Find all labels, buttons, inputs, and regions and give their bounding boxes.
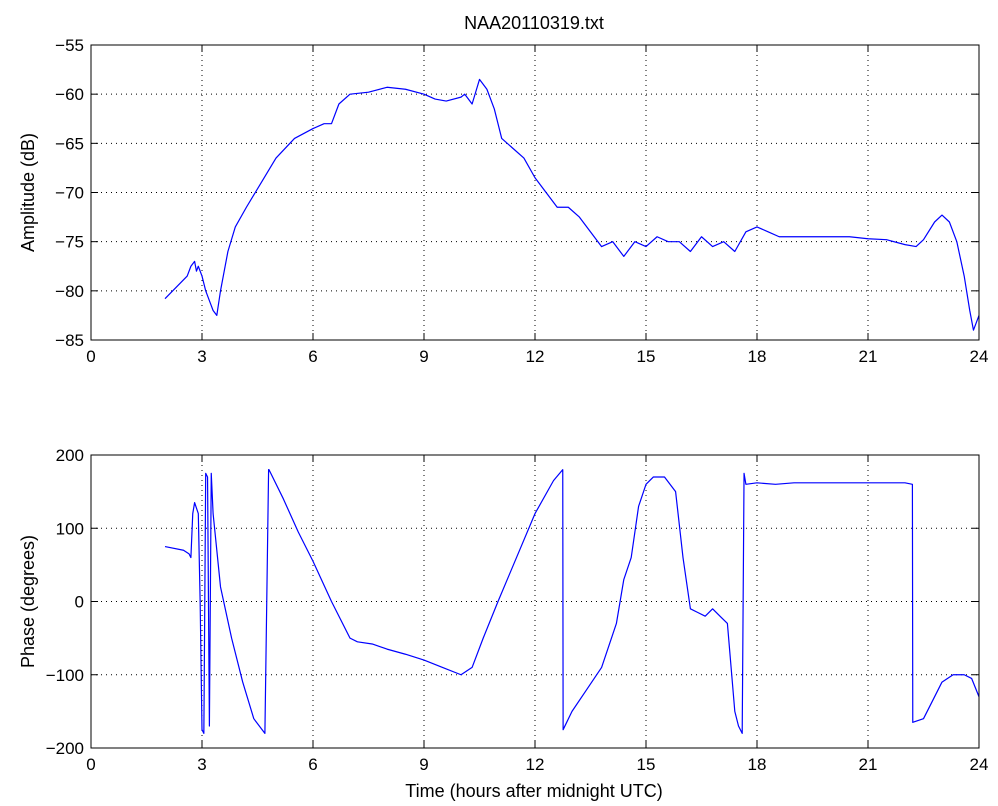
y-tick-label: −100 xyxy=(46,666,84,685)
x-tick-label: 9 xyxy=(419,755,428,774)
x-tick-label: 18 xyxy=(748,347,767,366)
x-tick-label: 15 xyxy=(637,755,656,774)
phase-axes: 0 3 6 9 12 15 18 21 24 −200 −100 0 100 200 Phase (degr… xyxy=(18,446,988,774)
x-tick-label: 18 xyxy=(748,755,767,774)
figure-xlabel: Time (hours after midnight UTC) xyxy=(405,781,662,801)
x-tick-label: 15 xyxy=(637,347,656,366)
amplitude-axes: 0 3 6 9 12 15 18 21 24 −85 −80 −75 −70 −65 −60 −55 Ampli… xyxy=(18,36,988,366)
y-tick-label: −55 xyxy=(55,36,84,55)
y-tick-label: −70 xyxy=(55,184,84,203)
y-tick-label: 200 xyxy=(56,446,84,465)
amplitude-ylabel: Amplitude (dB) xyxy=(18,133,38,252)
x-tick-label: 9 xyxy=(419,347,428,366)
y-tick-label: 100 xyxy=(56,519,84,538)
y-tick-label: −80 xyxy=(55,282,84,301)
amplitude-series-line xyxy=(164,78,980,331)
y-tick-label: −60 xyxy=(55,85,84,104)
x-tick-label: 21 xyxy=(859,755,878,774)
x-tick-label: 6 xyxy=(308,347,317,366)
x-tick-label: 21 xyxy=(859,347,878,366)
y-tick-label: −75 xyxy=(55,233,84,252)
x-tick-label: 24 xyxy=(970,755,989,774)
x-tick-label: 12 xyxy=(526,755,545,774)
y-tick-label: 0 xyxy=(75,593,84,612)
x-tick-label: 12 xyxy=(526,347,545,366)
y-tick-label: −200 xyxy=(46,739,84,758)
y-tick-label: −85 xyxy=(55,331,84,350)
x-tick-label: 3 xyxy=(197,347,206,366)
phase-series-line xyxy=(164,469,980,734)
figure-title: NAA20110319.txt xyxy=(464,13,604,33)
x-tick-label: 6 xyxy=(308,755,317,774)
x-tick-label: 0 xyxy=(86,347,95,366)
y-tick-label: −65 xyxy=(55,134,84,153)
x-tick-label: 24 xyxy=(970,347,989,366)
x-tick-label: 0 xyxy=(86,755,95,774)
x-tick-label: 3 xyxy=(197,755,206,774)
phase-ylabel: Phase (degrees) xyxy=(18,535,38,668)
